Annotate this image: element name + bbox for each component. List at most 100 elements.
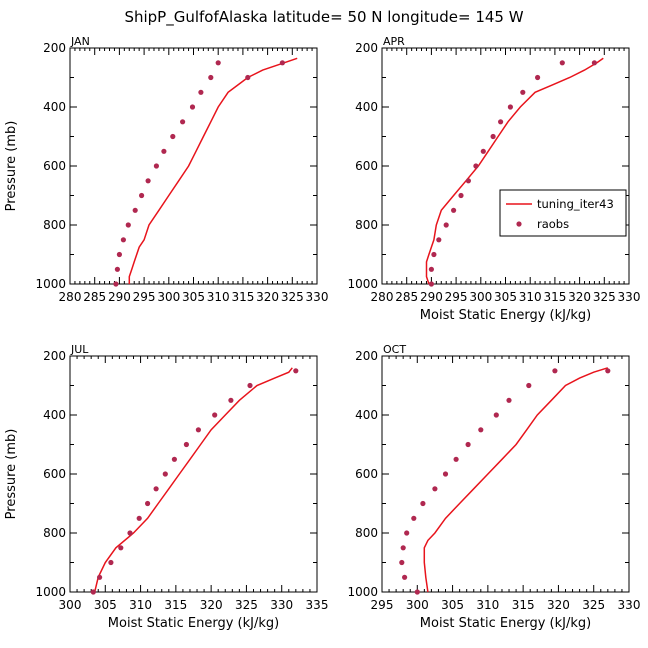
x-tick-label-jul: 320 <box>200 598 223 612</box>
x-tick-label-apr: 290 <box>420 290 443 304</box>
raobs-point-jul <box>136 515 142 521</box>
y-tick-label-apr: 400 <box>355 100 378 114</box>
raobs-point-apr <box>436 237 442 243</box>
x-tick-label-apr: 330 <box>618 290 641 304</box>
x-tick-label-oct: 295 <box>371 598 394 612</box>
x-tick-label-apr: 295 <box>445 290 468 304</box>
raobs-point-jul <box>228 397 234 403</box>
raobs-point-jan <box>145 178 151 184</box>
x-axis-label-jul: Moist Static Energy (kJ/kg) <box>108 616 279 631</box>
raobs-point-jul <box>171 456 177 462</box>
raobs-point-jul <box>212 412 218 418</box>
raobs-point-apr <box>559 60 565 66</box>
raobs-point-apr <box>428 266 434 272</box>
raobs-point-oct <box>465 441 471 448</box>
raobs-point-apr <box>465 178 471 184</box>
legend-label-model: tuning_iter43 <box>537 197 614 211</box>
raobs-point-oct <box>414 589 420 595</box>
y-tick-label-apr: 800 <box>355 218 378 232</box>
x-tick-label-apr: 305 <box>494 290 517 304</box>
raobs-point-oct <box>411 515 417 521</box>
series-line-jul <box>93 367 293 593</box>
x-axis-label-oct: Moist Static Energy (kJ/kg) <box>420 616 591 631</box>
series-line-oct <box>423 367 609 593</box>
raobs-point-jan <box>153 163 159 169</box>
raobs-point-jan <box>139 192 145 199</box>
raobs-point-oct <box>605 368 611 374</box>
raobs-point-oct <box>420 500 426 507</box>
x-tick-label-jul: 335 <box>306 598 329 612</box>
raobs-point-jul <box>118 545 124 551</box>
panel-apr: APR 280 285 290 295 300 305 310 315 320 325 330 200 4… <box>347 35 640 323</box>
x-tick-label-jul: 305 <box>94 598 117 612</box>
raobs-point-jul <box>247 382 253 389</box>
raobs-point-oct <box>552 368 558 374</box>
raobs-point-apr <box>535 74 541 81</box>
raobs-point-jul <box>195 427 201 433</box>
y-tick-label-oct: 600 <box>355 467 378 481</box>
raobs-point-oct <box>404 530 410 536</box>
x-axis-label-apr: Moist Static Energy (kJ/kg) <box>420 308 591 323</box>
raobs-point-jan <box>125 222 131 228</box>
raobs-point-apr <box>428 281 434 287</box>
raobs-point-apr <box>458 192 464 199</box>
x-tick-label-apr: 285 <box>395 290 418 304</box>
raobs-point-jan <box>279 60 285 66</box>
raobs-point-jan <box>116 251 122 258</box>
raobs-point-oct <box>506 397 512 403</box>
x-tick-label-jan: 295 <box>133 290 156 304</box>
y-tick-label-apr: 1000 <box>347 277 378 291</box>
panel-title-oct: OCT <box>383 343 406 356</box>
panel-title-apr: APR <box>383 35 405 48</box>
x-tick-label-jul: 310 <box>129 598 152 612</box>
raobs-point-apr <box>480 148 486 154</box>
plot-frame-jan <box>69 47 318 285</box>
panel-jan: JAN 280 285 290 295 300 305 310 315 320 325 330 200 4… <box>4 35 328 304</box>
x-tick-label-jul: 300 <box>59 598 82 612</box>
x-tick-label-oct: 315 <box>512 598 535 612</box>
x-tick-label-oct: 310 <box>476 598 499 612</box>
raobs-point-apr <box>490 133 496 140</box>
raobs-point-jan <box>113 281 119 287</box>
panel-title-jan: JAN <box>70 35 90 48</box>
y-tick-label-jan: 1000 <box>35 277 66 291</box>
x-tick-label-jul: 325 <box>235 598 258 612</box>
y-axis-label-jul: Pressure (mb) <box>4 429 19 520</box>
raobs-point-oct <box>478 427 484 433</box>
figure-title: ShipP_GulfofAlaska latitude= 50 N longit… <box>124 8 523 27</box>
raobs-point-jul <box>108 559 114 566</box>
x-tick-label-apr: 320 <box>568 290 591 304</box>
x-tick-label-jan: 325 <box>281 290 304 304</box>
x-tick-label-jan: 280 <box>59 290 82 304</box>
y-tick-label-jul: 200 <box>43 349 66 363</box>
raobs-point-oct <box>399 559 405 566</box>
plot-frame-jul <box>69 355 318 593</box>
raobs-point-apr <box>431 251 437 258</box>
raobs-point-jan <box>180 119 186 125</box>
panel-oct: OCT 295 300 305 310 315 320 325 330 200 400 600 800 1… <box>347 343 640 631</box>
raobs-point-jul <box>293 368 299 374</box>
x-tick-label-jan: 305 <box>182 290 205 304</box>
raobs-point-jan <box>161 148 167 154</box>
raobs-point-jul <box>127 530 133 536</box>
raobs-point-oct <box>432 486 438 492</box>
y-tick-label-jan: 400 <box>43 100 66 114</box>
raobs-point-jul <box>97 574 103 580</box>
x-tick-label-jul: 315 <box>164 598 187 612</box>
plot-frame-apr <box>381 47 630 285</box>
x-tick-label-oct: 320 <box>547 598 570 612</box>
legend-box <box>499 189 627 237</box>
x-tick-label-apr: 315 <box>543 290 566 304</box>
y-tick-label-jul: 600 <box>43 467 66 481</box>
x-tick-label-oct: 325 <box>582 598 605 612</box>
raobs-point-oct <box>526 382 532 389</box>
raobs-point-oct <box>400 545 406 551</box>
raobs-point-oct <box>442 471 449 477</box>
raobs-point-jan <box>132 207 138 213</box>
series-line-apr <box>425 57 604 285</box>
raobs-point-jan <box>245 74 251 81</box>
raobs-point-jul <box>145 500 151 507</box>
